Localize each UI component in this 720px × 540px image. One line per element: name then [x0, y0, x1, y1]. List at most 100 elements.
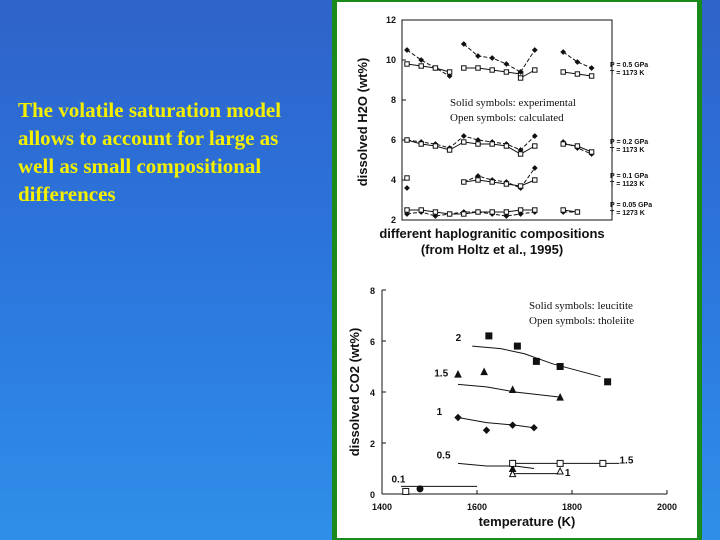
h2o-ytick-label: 12 [386, 15, 396, 25]
co2-chart: dissolved CO2 (wt%) temperature (K) Soli… [347, 286, 677, 529]
co2-data-point [454, 413, 462, 422]
h2o-xlabel-source: (from Holtz et al., 1995) [421, 242, 563, 257]
h2o-calculated-point [489, 209, 495, 215]
h2o-experimental-point [517, 211, 524, 217]
h2o-yticks: 2 4 6 8 10 12 [386, 15, 406, 225]
co2-xtick-label: 1400 [372, 502, 392, 512]
h2o-experimental-point [404, 185, 410, 191]
figure-panel-inner: dissolved H2O (wt%) different haplograni… [337, 2, 697, 538]
h2o-calculated-point [560, 141, 566, 147]
h2o-chart: dissolved H2O (wt%) different haplograni… [355, 15, 652, 257]
h2o-ytick-label: 10 [386, 55, 396, 65]
h2o-experimental-point [531, 47, 538, 53]
co2-data-point [509, 459, 517, 467]
h2o-experimental-point [574, 59, 581, 65]
co2-fit-curve [457, 462, 535, 469]
h2o-calculated-point [446, 147, 453, 153]
h2o-experimental-point [475, 53, 481, 59]
figure-svg: dissolved H2O (wt%) different haplograni… [347, 15, 677, 529]
h2o-calculated-point [461, 139, 467, 145]
h2o-experimental-point [489, 55, 496, 61]
co2-note-open: Open symbols: tholeiite [529, 315, 634, 327]
h2o-calculated-point [461, 211, 467, 217]
h2o-legend-pressure: P = 0.05 GPa [610, 202, 652, 209]
slide-body-text: The volatile saturation model allows to … [18, 98, 282, 206]
co2-xlabel: temperature (K) [479, 514, 576, 529]
co2-note-solid: Solid symbols: leucitite [529, 300, 633, 312]
h2o-calculated-point [532, 177, 538, 183]
h2o-experimental-point [460, 133, 467, 139]
co2-data-point [604, 378, 612, 386]
h2o-calculated-point [560, 69, 566, 75]
co2-xtick-label: 1800 [562, 502, 582, 512]
co2-marks: 2 1.5 1 0.5 1.5 1 0.1 [392, 332, 634, 495]
h2o-calculated-point [418, 63, 424, 69]
h2o-experimental-line [562, 51, 592, 69]
co2-curve-label: 0.1 [392, 475, 406, 486]
h2o-calculated-point [446, 69, 453, 75]
h2o-calculated-point [517, 75, 524, 81]
co2-data-point [556, 466, 564, 475]
co2-ytick-label: 8 [370, 286, 375, 296]
h2o-calculated-point [475, 209, 481, 215]
h2o-experimental-point [503, 213, 510, 219]
h2o-legend-temperature: T = 1173 K [610, 70, 644, 77]
co2-xtick-label: 2000 [657, 502, 677, 512]
h2o-ylabel: dissolved H2O (wt%) [355, 58, 370, 187]
h2o-calculated-point [574, 143, 581, 149]
h2o-calculated-point [475, 65, 481, 71]
co2-data-point [480, 367, 488, 376]
h2o-calculated-line [407, 209, 535, 215]
h2o-calculated-line [406, 139, 536, 155]
co2-curve-label: 1.5 [620, 455, 634, 466]
h2o-calculated-point [404, 207, 410, 213]
h2o-calculated-point [503, 181, 510, 187]
h2o-experimental-point [517, 69, 524, 75]
h2o-experimental-point [588, 65, 595, 71]
co2-data-point [513, 342, 521, 350]
h2o-calculated-point [489, 67, 495, 73]
h2o-note-solid: Solid symbols: experimental [450, 97, 576, 109]
h2o-experimental-point [446, 73, 453, 79]
co2-curve-label: 2 [456, 333, 462, 344]
co2-curve-label: 1 [565, 468, 571, 479]
co2-xtick-label: 1600 [467, 502, 487, 512]
co2-data-point [402, 487, 410, 495]
co2-ylabel: dissolved CO2 (wt%) [347, 328, 362, 457]
h2o-legend-pressure: P = 0.2 GPa [610, 139, 648, 146]
co2-fit-curve [457, 417, 535, 429]
co2-data-point [508, 469, 517, 478]
h2o-calculated-point [418, 207, 424, 213]
h2o-calculated-point [432, 143, 439, 149]
co2-ticks: 0 2 4 6 8 1400 1600 1800 2000 [370, 286, 677, 512]
h2o-ytick-label: 8 [391, 95, 396, 105]
h2o-calculated-point [432, 209, 439, 215]
h2o-calculated-point [503, 209, 510, 215]
h2o-marks [404, 41, 595, 219]
co2-curve-label: 1 [437, 407, 443, 418]
h2o-legend-temperature: T = 1173 K [610, 147, 644, 154]
h2o-calculated-point [588, 73, 595, 79]
h2o-experimental-line [406, 135, 536, 151]
co2-curve-label: 1.5 [434, 369, 448, 380]
co2-data-point [556, 392, 564, 401]
co2-ytick-label: 4 [370, 388, 375, 398]
h2o-calculated-point [475, 141, 481, 147]
h2o-experimental-point [531, 165, 538, 171]
h2o-legend-pressure: P = 0.1 GPa [610, 173, 648, 180]
h2o-calculated-point [517, 183, 524, 189]
h2o-experimental-point [560, 49, 567, 55]
co2-fit-curve [457, 383, 561, 398]
h2o-calculated-point [404, 137, 410, 143]
h2o-legend-temperature: T = 1273 K [610, 210, 645, 217]
co2-ytick-label: 2 [370, 439, 375, 449]
h2o-legend-pressure: P = 0.5 GPa [610, 62, 648, 69]
co2-data-point [508, 385, 517, 393]
h2o-calculated-point [489, 179, 495, 185]
h2o-experimental-point [531, 133, 538, 139]
h2o-experimental-point [432, 213, 439, 219]
h2o-experimental-line [406, 49, 450, 77]
h2o-calculated-point [517, 207, 524, 213]
h2o-experimental-line [406, 211, 535, 217]
